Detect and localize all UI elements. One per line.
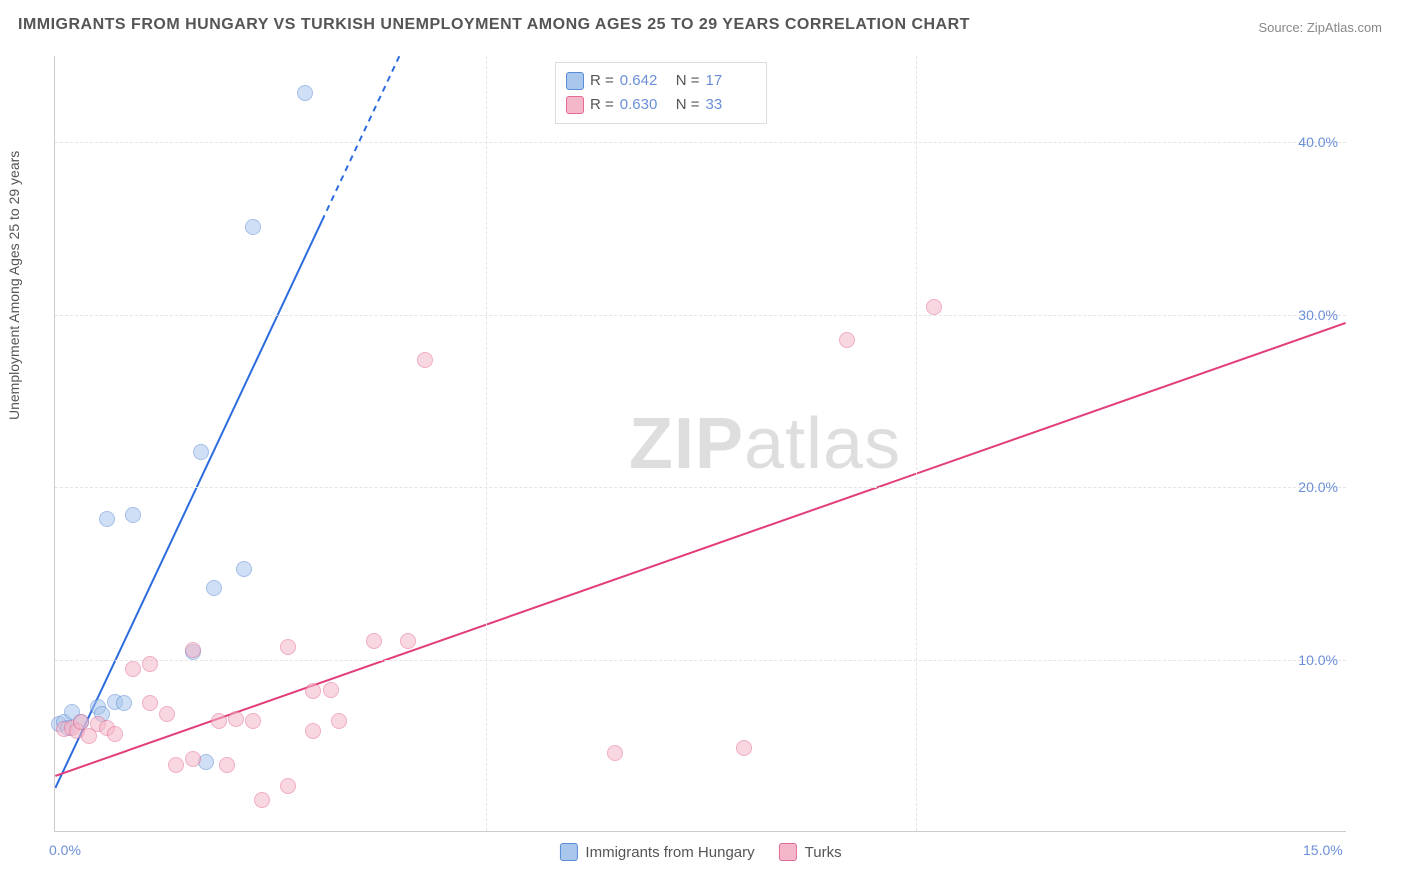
r-value: 0.642 <box>620 69 670 93</box>
data-point <box>366 633 382 649</box>
legend-item: Immigrants from Hungary <box>559 843 754 861</box>
watermark: ZIPatlas <box>629 403 901 485</box>
chart-title: IMMIGRANTS FROM HUNGARY VS TURKISH UNEMP… <box>18 16 970 34</box>
n-value: 17 <box>706 69 756 93</box>
gridline-h <box>55 487 1346 488</box>
data-point <box>400 633 416 649</box>
data-point <box>254 792 270 808</box>
data-point <box>99 511 115 527</box>
swatch-icon <box>566 72 584 90</box>
x-axis-legend: Immigrants from Hungary Turks <box>559 843 841 861</box>
data-point <box>185 642 201 658</box>
data-point <box>206 580 222 596</box>
r-value: 0.630 <box>620 93 670 117</box>
swatch-icon <box>779 843 797 861</box>
data-point <box>107 726 123 742</box>
data-point <box>236 561 252 577</box>
swatch-icon <box>559 843 577 861</box>
gridline-v <box>916 56 917 831</box>
stats-row: R = 0.642 N = 17 <box>566 69 756 93</box>
stats-row: R = 0.630 N = 33 <box>566 93 756 117</box>
data-point <box>168 757 184 773</box>
gridline-h <box>55 142 1346 143</box>
watermark-bold: ZIP <box>629 404 744 484</box>
data-point <box>211 713 227 729</box>
data-point <box>125 661 141 677</box>
correlation-stats-box: R = 0.642 N = 17 R = 0.630 N = 33 <box>555 62 767 124</box>
gridline-h <box>55 660 1346 661</box>
data-point <box>417 352 433 368</box>
x-tick-label: 15.0% <box>1303 842 1343 858</box>
y-tick-label: 10.0% <box>1298 652 1338 668</box>
n-value: 33 <box>706 93 756 117</box>
scatter-plot-area: ZIPatlas R = 0.642 N = 17 R = 0.630 N = … <box>54 56 1346 832</box>
watermark-light: atlas <box>744 404 901 484</box>
legend-label: Immigrants from Hungary <box>585 844 754 861</box>
gridline-h <box>55 315 1346 316</box>
data-point <box>331 713 347 729</box>
data-point <box>839 332 855 348</box>
source-attribution: Source: ZipAtlas.com <box>1258 20 1382 35</box>
data-point <box>142 695 158 711</box>
data-point <box>159 706 175 722</box>
data-point <box>245 219 261 235</box>
data-point <box>297 85 313 101</box>
data-point <box>219 757 235 773</box>
legend-item: Turks <box>779 843 842 861</box>
data-point <box>607 745 623 761</box>
legend-label: Turks <box>805 844 842 861</box>
x-tick-label: 0.0% <box>49 842 81 858</box>
data-point <box>228 711 244 727</box>
data-point <box>736 740 752 756</box>
y-tick-label: 30.0% <box>1298 307 1338 323</box>
r-label: R = <box>590 93 614 117</box>
gridline-v <box>486 56 487 831</box>
n-label: N = <box>676 69 700 93</box>
data-point <box>193 444 209 460</box>
data-point <box>305 683 321 699</box>
data-point <box>185 751 201 767</box>
data-point <box>245 713 261 729</box>
data-point <box>280 778 296 794</box>
data-point <box>926 299 942 315</box>
y-axis-label: Unemployment Among Ages 25 to 29 years <box>6 151 22 420</box>
data-point <box>116 695 132 711</box>
data-point <box>142 656 158 672</box>
data-point <box>323 682 339 698</box>
n-label: N = <box>676 93 700 117</box>
y-tick-label: 40.0% <box>1298 134 1338 150</box>
data-point <box>280 639 296 655</box>
data-point <box>125 507 141 523</box>
r-label: R = <box>590 69 614 93</box>
y-tick-label: 20.0% <box>1298 479 1338 495</box>
swatch-icon <box>566 96 584 114</box>
data-point <box>305 723 321 739</box>
